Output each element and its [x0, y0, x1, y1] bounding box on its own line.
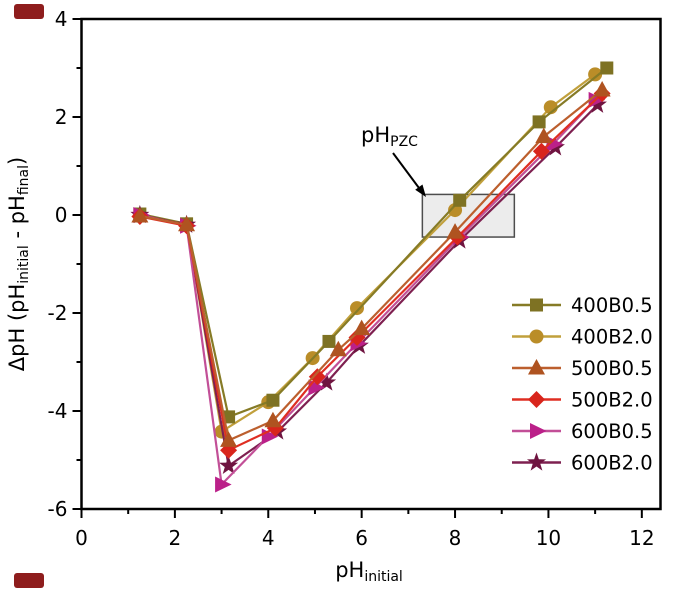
- series-marker-400B0.5: [600, 61, 614, 75]
- legend-label-600B2.0: 600B2.0: [571, 452, 653, 475]
- series-line-600B2.0: [139, 104, 599, 468]
- series-marker-400B2.0: [349, 301, 364, 316]
- legend-label-600B0.5: 600B0.5: [571, 420, 653, 443]
- legend-label-400B0.5: 400B0.5: [571, 294, 653, 317]
- legend-marker-600B0.5: [530, 423, 547, 439]
- series-marker-500B2.0: [308, 368, 326, 386]
- series-marker-600B0.5: [215, 476, 232, 493]
- pzc-annotation-arrow-line: [392, 152, 420, 189]
- series-marker-400B0.5: [322, 334, 336, 348]
- corner-mark-top: [14, 4, 44, 19]
- legend-marker-500B0.5: [528, 359, 545, 375]
- legend-label-500B0.5: 500B0.5: [571, 357, 653, 380]
- series-line-600B0.5: [139, 99, 596, 487]
- x-axis-label: pHinitial: [335, 558, 403, 585]
- series-marker-600B2.0: [317, 372, 337, 391]
- x-tick-label-4: 4: [262, 526, 275, 550]
- pzc-annotation-label: pHPZC: [361, 123, 418, 150]
- legend-marker-600B2.0: [526, 452, 547, 471]
- y-tick-label--6: -6: [48, 497, 68, 521]
- y-tick-label--4: -4: [48, 399, 68, 423]
- x-tick-label-0: 0: [75, 526, 88, 550]
- series-marker-500B0.5: [593, 81, 611, 97]
- legend-label-500B2.0: 500B2.0: [571, 389, 653, 412]
- series-marker-600B2.0: [587, 94, 607, 113]
- x-tick-label-12: 12: [629, 526, 654, 550]
- y-axis-label: ΔpH (pHinitial - pHfinal): [5, 157, 32, 371]
- x-tick-label-6: 6: [355, 526, 368, 550]
- legend-marker-500B2.0: [528, 391, 545, 408]
- x-tick-label-8: 8: [449, 526, 462, 550]
- series-marker-500B0.5: [329, 340, 347, 357]
- corner-mark-bottom: [14, 573, 44, 588]
- series-marker-500B0.5: [446, 223, 464, 239]
- series-marker-500B0.5: [264, 411, 282, 428]
- series-marker-500B0.5: [535, 127, 553, 144]
- legend-label-400B2.0: 400B2.0: [571, 326, 653, 349]
- y-tick-label--2: -2: [48, 301, 68, 325]
- y-tick-label-0: 0: [55, 203, 68, 227]
- series-marker-600B0.5: [546, 135, 564, 152]
- series-marker-500B0.5: [131, 206, 149, 223]
- series-marker-600B2.0: [219, 455, 239, 474]
- x-tick-label-2: 2: [169, 526, 182, 550]
- series-marker-400B0.5: [532, 115, 546, 129]
- series-marker-500B0.5: [178, 215, 196, 232]
- series-marker-500B0.5: [220, 431, 238, 447]
- pzc-annotation-arrowhead: [415, 184, 426, 197]
- y-tick-label-4: 4: [55, 7, 68, 31]
- legend-marker-400B0.5: [530, 298, 543, 312]
- series-marker-500B0.5: [353, 319, 371, 336]
- series-marker-400B2.0: [588, 67, 603, 82]
- series-marker-400B0.5: [266, 393, 280, 407]
- series-marker-500B2.0: [532, 142, 550, 160]
- series-marker-400B0.5: [453, 193, 467, 207]
- legend-marker-400B2.0: [529, 329, 544, 344]
- x-tick-label-10: 10: [536, 526, 561, 550]
- y-tick-label-2: 2: [55, 105, 68, 129]
